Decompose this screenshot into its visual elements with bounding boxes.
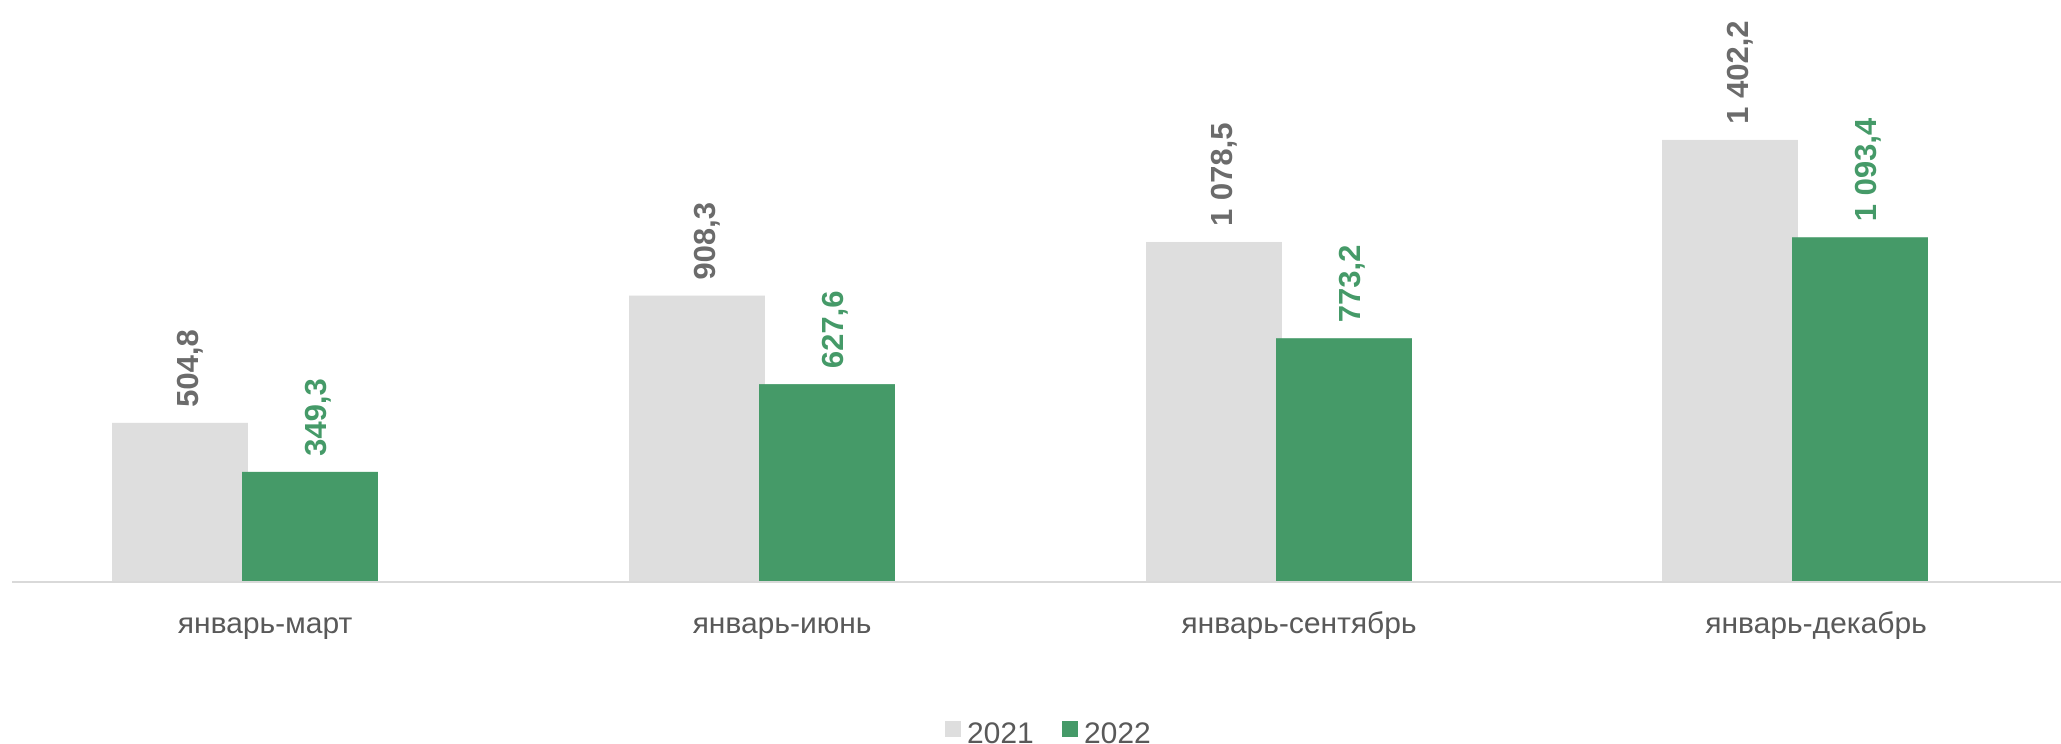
legend-label-2021: 2021 <box>967 717 1034 744</box>
data-label-2022-4: 1 093,4 <box>1848 117 1883 221</box>
category-label-2: январь-июнь <box>693 607 872 640</box>
category-label-1: январь-март <box>178 607 353 640</box>
bars-layer <box>112 139 1928 582</box>
category-label-4: январь-декабрь <box>1705 607 1927 640</box>
bar-2022-3 <box>1276 338 1412 582</box>
category-labels-layer: январь-март январь-июнь январь-сентябрь янв… <box>178 607 1927 640</box>
data-label-2021-4: 1 402,2 <box>1720 20 1755 123</box>
data-label-2022-3: 773,2 <box>1332 245 1367 323</box>
bar-2022-1 <box>242 471 378 582</box>
category-label-3: январь-сентябрь <box>1181 607 1416 640</box>
bar-2022-2 <box>759 384 895 582</box>
legend-swatch-2022 <box>1062 721 1078 737</box>
data-labels-layer: 504,8 908,3 1 078,5 1 402,2 349,3 627,6 773,2 1… <box>170 20 1883 455</box>
data-label-2022-2: 627,6 <box>815 291 850 369</box>
data-label-2021-3: 1 078,5 <box>1204 123 1239 226</box>
data-label-2021-2: 908,3 <box>687 202 722 280</box>
bar-2021-1 <box>112 422 248 582</box>
data-label-2021-1: 504,8 <box>170 329 205 407</box>
legend-swatch-2021 <box>945 721 961 737</box>
legend-label-2022: 2022 <box>1084 717 1151 744</box>
legend: 2021 2022 <box>945 717 1151 744</box>
bar-2021-2 <box>629 295 765 582</box>
bar-2021-4 <box>1662 139 1798 582</box>
bar-2022-4 <box>1792 237 1928 582</box>
data-label-2022-1: 349,3 <box>298 378 333 456</box>
bar-2021-3 <box>1146 241 1282 582</box>
